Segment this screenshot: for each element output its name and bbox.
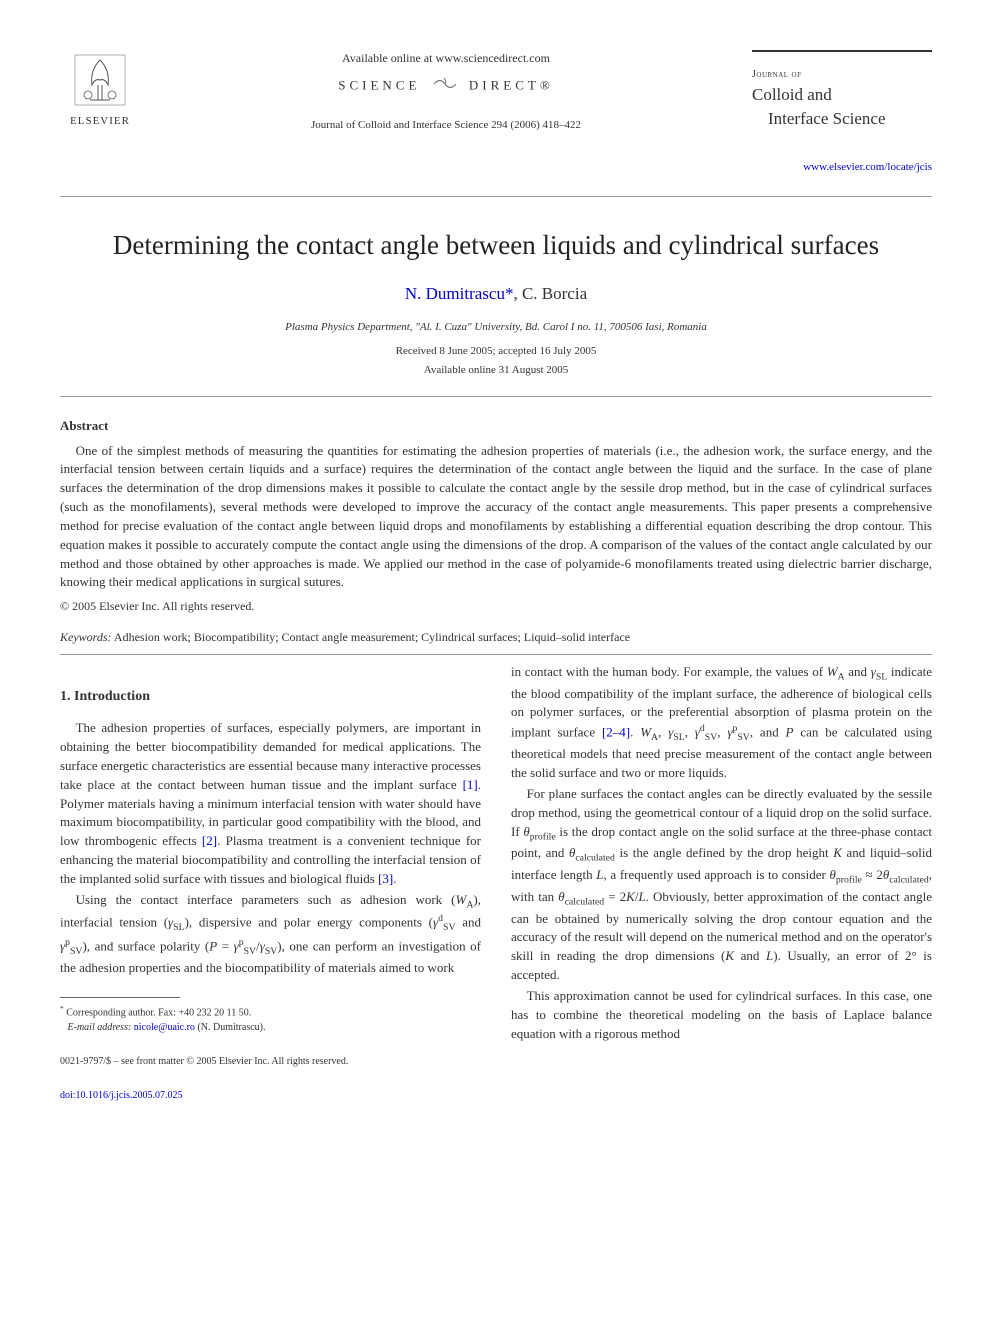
intro-p1-d: . [393, 871, 396, 886]
body-columns: 1. Introduction The adhesion properties … [60, 663, 932, 1104]
header-center: Available online at www.sciencedirect.co… [140, 50, 752, 133]
intro-p2-cont: in contact with the human body. For exam… [511, 663, 932, 783]
ref-2-link[interactable]: [2] [202, 833, 217, 848]
journal-title-box: Journal of Colloid and Interface Science… [752, 50, 932, 176]
corresponding-footnote: * Corresponding author. Fax: +40 232 20 … [60, 1004, 481, 1034]
sd-swirl-icon [432, 75, 458, 98]
keywords-text: Adhesion work; Biocompatibility; Contact… [112, 630, 631, 644]
footnote-email-attr: (N. Dumitrascu). [195, 1022, 266, 1033]
elsevier-logo: ELSEVIER [60, 50, 140, 140]
abstract-body: One of the simplest methods of measuring… [60, 442, 932, 593]
intro-p1: The adhesion properties of surfaces, esp… [60, 719, 481, 889]
article-title: Determining the contact angle between li… [60, 227, 932, 265]
intro-p4: This approximation cannot be used for cy… [511, 987, 932, 1044]
section-1-heading: 1. Introduction [60, 687, 481, 707]
journal-citation: Journal of Colloid and Interface Science… [160, 118, 732, 133]
footnote-email-link[interactable]: nicole@uaic.ro [134, 1022, 195, 1033]
journal-box-rule [752, 50, 932, 52]
keywords-line: Keywords: Adhesion work; Biocompatibilit… [60, 629, 932, 646]
authors-line: N. Dumitrascu*, C. Borcia [60, 282, 932, 306]
page-header: ELSEVIER Available online at www.science… [60, 50, 932, 176]
doi-link[interactable]: doi:10.1016/j.jcis.2005.07.025 [60, 1090, 183, 1101]
intro-p2: Using the contact interface parameters s… [60, 891, 481, 978]
affiliation: Plasma Physics Department, "Al. I. Cuza"… [60, 320, 932, 335]
footer-issn: 0021-9797/$ – see front matter © 2005 El… [60, 1055, 481, 1070]
ref-2-4-link[interactable]: [2–4] [602, 725, 630, 740]
footnote-corr: Corresponding author. Fax: +40 232 20 11… [66, 1008, 251, 1019]
abstract-paragraph: One of the simplest methods of measuring… [60, 442, 932, 593]
abstract-copyright: © 2005 Elsevier Inc. All rights reserved… [60, 598, 932, 615]
ref-1-link[interactable]: [1] [463, 777, 478, 792]
journal-url-link[interactable]: www.elsevier.com/locate/jcis [752, 160, 932, 175]
elsevier-tree-icon [70, 50, 130, 110]
author-2: C. Borcia [522, 284, 587, 303]
intro-p3: For plane surfaces the contact angles ca… [511, 785, 932, 985]
available-online-date: Available online 31 August 2005 [60, 363, 932, 378]
abstract-heading: Abstract [60, 417, 932, 435]
column-right: in contact with the human body. For exam… [511, 663, 932, 1104]
footnote-email-label: E-mail address: [68, 1022, 132, 1033]
keywords-label: Keywords: [60, 630, 112, 644]
science-direct-logo: SCIENCE DIRECT® [160, 75, 732, 98]
journal-name-line2: Interface Science [752, 108, 932, 130]
received-accepted: Received 8 June 2005; accepted 16 July 2… [60, 344, 932, 359]
author-sep: , [513, 284, 522, 303]
header-rule [60, 196, 932, 197]
pre-abstract-rule [60, 396, 932, 397]
ref-3-link[interactable]: [3] [378, 871, 393, 886]
column-left: 1. Introduction The adhesion properties … [60, 663, 481, 1104]
journal-small-label: Journal of [752, 68, 932, 82]
elsevier-label: ELSEVIER [70, 114, 130, 129]
author-1[interactable]: N. Dumitrascu [405, 284, 505, 303]
available-online-text: Available online at www.sciencedirect.co… [160, 50, 732, 67]
footer-doi: doi:10.1016/j.jcis.2005.07.025 [60, 1089, 481, 1104]
journal-name-line1: Colloid and [752, 84, 932, 106]
sd-left: SCIENCE [338, 77, 420, 92]
sd-right: DIRECT® [469, 77, 554, 92]
post-keywords-rule [60, 654, 932, 655]
intro-p1-a: The adhesion properties of surfaces, esp… [60, 720, 481, 792]
footnote-rule [60, 997, 180, 998]
